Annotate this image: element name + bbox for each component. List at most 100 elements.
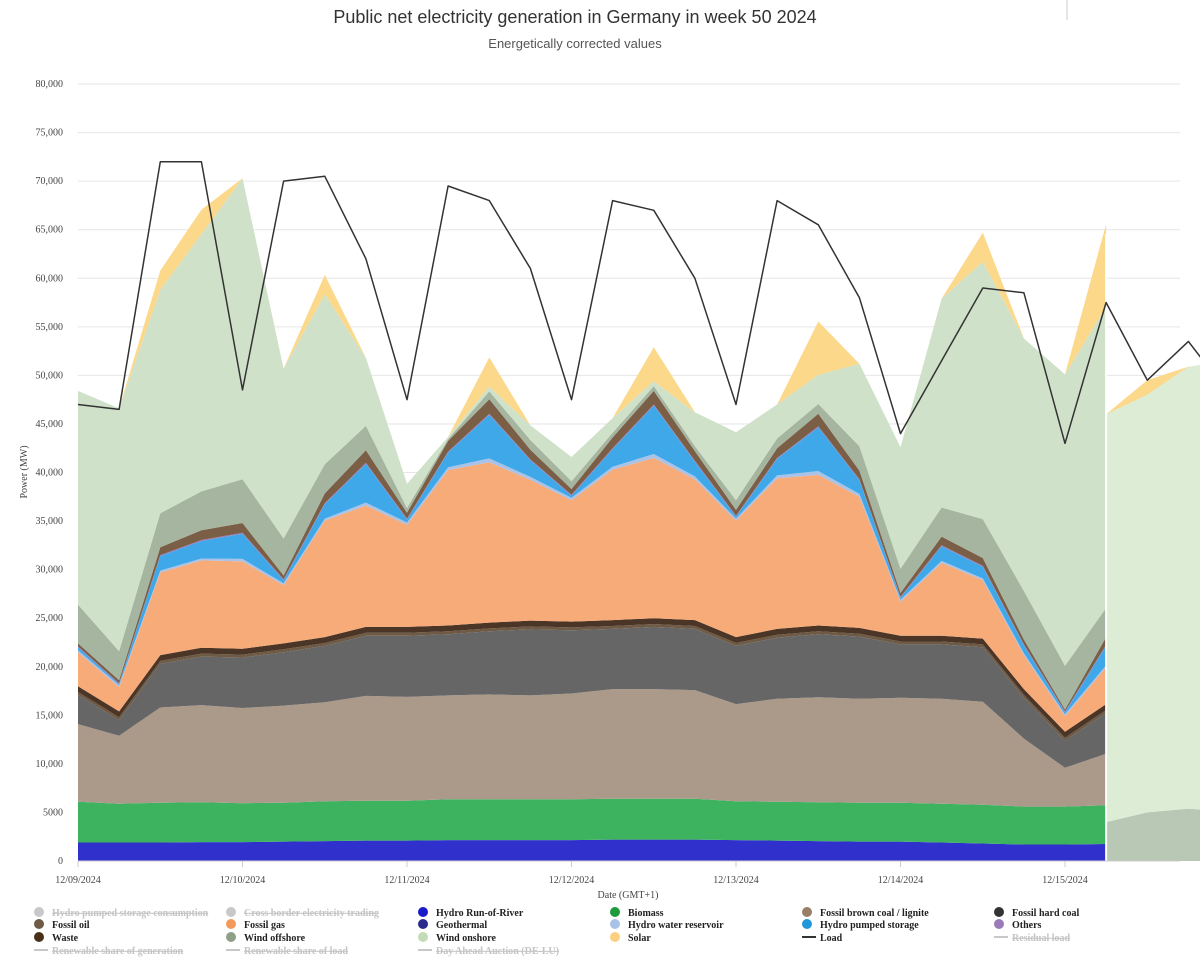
y-tick-label: 80,000	[36, 79, 64, 90]
x-axis: 12/09/2024 12/10/2024 12/11/2024 12/12/2024…	[55, 860, 1180, 886]
legend-item[interactable]: Waste	[34, 932, 79, 944]
legend-marker-dot	[34, 907, 44, 917]
legend-label: Renewable share of generation	[52, 946, 184, 957]
y-tick-label: 70,000	[36, 176, 64, 187]
legend-item[interactable]: Fossil brown coal / lignite	[802, 907, 929, 919]
area-solar-forecast	[1106, 364, 1200, 415]
x-tick-label: 12/11/2024	[384, 875, 429, 886]
legend-marker-dot	[34, 932, 44, 942]
area-wind-onshore-forecast	[1106, 364, 1200, 823]
legend-item[interactable]: Wind offshore	[226, 932, 306, 944]
legend-marker-dot	[418, 932, 428, 942]
legend-marker-dot	[34, 919, 44, 929]
legend-label: Load	[820, 933, 843, 944]
y-tick-label: 35,000	[36, 516, 64, 527]
y-tick-label: 45,000	[36, 419, 64, 430]
legend-label: Hydro water reservoir	[628, 920, 724, 931]
area-hydro-pumped-storage	[78, 405, 1107, 715]
legend-label: Wind offshore	[244, 933, 306, 944]
legend-item[interactable]: Others	[994, 919, 1042, 931]
legend-label: Fossil gas	[244, 920, 285, 931]
x-tick-label: 12/13/2024	[713, 875, 759, 886]
area-hydro-water-reservoir	[78, 454, 1107, 717]
legend-item[interactable]: Cross border electricity trading	[226, 907, 379, 919]
legend-marker-dot	[418, 907, 428, 917]
legend-item[interactable]: Fossil gas	[226, 919, 285, 931]
y-tick-label: 15,000	[36, 710, 64, 721]
x-tick-label: 12/12/2024	[549, 875, 595, 886]
y-tick-label: 55,000	[36, 322, 64, 333]
legend-item[interactable]: Hydro water reservoir	[610, 919, 724, 931]
legend-item[interactable]: Biomass	[610, 907, 664, 919]
stacked-areas	[78, 178, 1107, 861]
area-hydro-run-of-river	[78, 839, 1107, 861]
x-tick-label: 12/15/2024	[1042, 875, 1088, 886]
area-fossil-gas	[78, 457, 1107, 732]
legend-marker-dot	[802, 919, 812, 929]
y-tick-label: 20,000	[36, 662, 64, 673]
legend-item[interactable]: Renewable share of load	[226, 946, 348, 957]
legend-label: Hydro pumped storage consumption	[52, 908, 209, 919]
legend-label: Biomass	[628, 908, 664, 919]
legend-label: Renewable share of load	[244, 946, 348, 957]
y-tick-label: 60,000	[36, 273, 64, 284]
legend-label: Hydro Run-of-River	[436, 908, 524, 919]
y-tick-label: 50,000	[36, 370, 64, 381]
legend-marker-dot	[226, 919, 236, 929]
legend-marker-dot	[802, 907, 812, 917]
chart-title: Public net electricity generation in Ger…	[333, 7, 816, 27]
y-tick-label: 25,000	[36, 613, 64, 624]
y-tick-label: 65,000	[36, 225, 64, 236]
legend-label: Solar	[628, 933, 651, 944]
legend-item[interactable]: Solar	[610, 932, 651, 944]
x-axis-title: Date (GMT+1)	[598, 890, 659, 901]
chart-subtitle: Energetically corrected values	[488, 36, 662, 51]
legend-label: Fossil brown coal / lignite	[820, 908, 929, 919]
area-wind-offshore	[78, 386, 1107, 710]
legend-label: Waste	[52, 933, 79, 944]
legend-marker-dot	[994, 907, 1004, 917]
legend-label: Wind onshore	[436, 933, 496, 944]
y-tick-label: 75,000	[36, 128, 64, 139]
legend-marker-dot	[994, 919, 1004, 929]
legend-marker-dot	[610, 907, 620, 917]
legend-marker-dot	[226, 932, 236, 942]
area-biomass	[78, 798, 1107, 845]
legend-item[interactable]: Hydro pumped storage	[802, 919, 919, 931]
legend-item[interactable]: Wind onshore	[418, 932, 496, 944]
area-fossil-brown-coal-lignite	[78, 689, 1107, 807]
legend-item[interactable]: Renewable share of generation	[34, 946, 184, 957]
load-line-layer	[77, 160, 1200, 445]
y-tick-label: 0	[58, 856, 63, 867]
legend-label: Geothermal	[436, 920, 487, 931]
area-fossil-hard-coal	[78, 626, 1107, 768]
y-tick-label: 10,000	[36, 759, 64, 770]
legend-item[interactable]: Fossil oil	[34, 919, 90, 931]
legend-marker-dot	[610, 932, 620, 942]
legend-label: Residual load	[1012, 933, 1071, 944]
y-axis: 0 5000 10,000 15,000 20,000 25,000 30,000 35,00…	[36, 79, 64, 867]
legend-marker-dot	[418, 919, 428, 929]
legend-item[interactable]: Hydro pumped storage consumption	[34, 907, 209, 919]
y-tick-label: 40,000	[36, 468, 64, 479]
legend-marker-dot	[226, 907, 236, 917]
legend-label: Fossil hard coal	[1012, 908, 1079, 919]
legend-item[interactable]: Residual load	[994, 933, 1071, 944]
legend-item[interactable]: Geothermal	[418, 919, 487, 931]
x-tick-label: 12/10/2024	[220, 875, 266, 886]
y-tick-label: 5000	[43, 807, 63, 818]
legend-label: Day Ahead Auction (DE-LU)	[436, 946, 559, 957]
load-line	[77, 160, 1200, 445]
legend-item[interactable]: Load	[802, 933, 843, 944]
legend-item[interactable]: Day Ahead Auction (DE-LU)	[418, 946, 559, 957]
area-wind-offshore-forecast	[1106, 808, 1200, 861]
legend-label: Fossil oil	[52, 920, 90, 931]
legend-item[interactable]: Fossil hard coal	[994, 907, 1079, 919]
legend-label: Others	[1012, 920, 1042, 931]
y-tick-label: 30,000	[36, 565, 64, 576]
y-axis-title: Power (MW)	[19, 445, 30, 498]
legend-item[interactable]: Hydro Run-of-River	[418, 907, 524, 919]
x-tick-label: 12/09/2024	[55, 875, 101, 886]
area-wind-onshore	[78, 178, 1107, 666]
